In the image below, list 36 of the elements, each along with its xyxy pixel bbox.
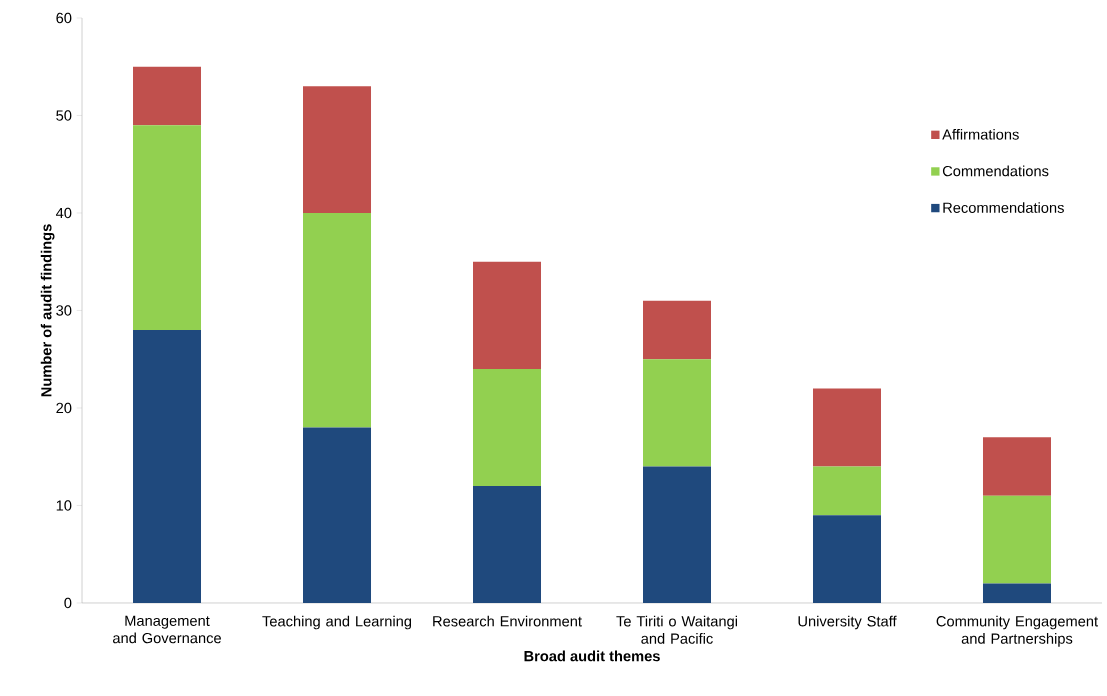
x-tick-label: Te Tiriti o Waitangi and Pacific (616, 615, 737, 644)
bar (473, 368, 541, 486)
bar (813, 388, 881, 467)
y-tick-label: 10 (56, 500, 72, 511)
x-tick-label: Management and Governance (113, 615, 221, 644)
bar (473, 261, 541, 369)
x-tick-label: Research Environment (433, 615, 582, 627)
legend-label: Commendations (942, 165, 1049, 177)
bar (133, 125, 202, 330)
bar (982, 495, 1051, 584)
x-tick-label: Community Engagement and Partnerships (936, 615, 1098, 647)
bar (643, 466, 711, 603)
bar (303, 86, 372, 213)
bar (303, 212, 372, 428)
x-tick-label: University Staff (798, 615, 897, 630)
legend-label: Affirmations (942, 128, 1019, 140)
y-tick-label: 0 (64, 597, 72, 609)
x-tick-label: Teaching and Learning (262, 615, 412, 630)
bar (133, 329, 202, 603)
y-tick-label: 20 (56, 402, 72, 414)
y-tick-label: 50 (56, 110, 72, 121)
bar (813, 466, 881, 516)
x-axis-title: Broad audit themes (524, 650, 660, 662)
bar (982, 437, 1051, 496)
bar (813, 515, 881, 603)
y-tick-label: 30 (56, 305, 72, 316)
bar (133, 66, 202, 126)
y-tick-label: 40 (55, 207, 72, 219)
bar (643, 359, 711, 467)
bar (643, 300, 711, 360)
bar (982, 583, 1051, 603)
legend-label: Recommendations (943, 202, 1064, 213)
y-axis-title: Number of audit findings (40, 224, 55, 397)
y-tick-label: 60 (56, 12, 72, 24)
bar (473, 485, 541, 603)
bar (303, 427, 372, 603)
